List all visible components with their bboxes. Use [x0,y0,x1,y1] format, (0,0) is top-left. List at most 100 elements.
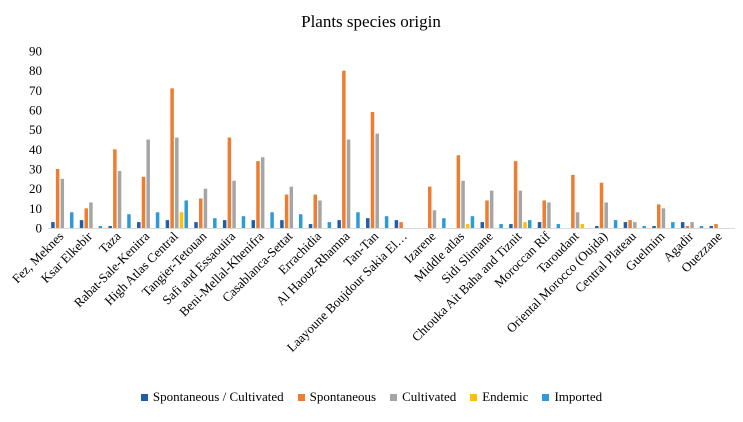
bar [509,224,513,228]
bar [399,222,403,228]
bar [241,216,246,228]
bar [260,157,265,228]
y-tick-label: 40 [29,142,42,157]
bar [284,194,289,228]
bar [613,220,618,228]
bar [69,212,74,228]
bar [442,218,446,228]
bar [499,224,503,228]
bar [366,218,370,228]
bar [356,212,360,228]
bar [117,170,122,228]
legend: Spontaneous / Cultivated Spontaneous Culti… [0,388,743,406]
bar [175,137,179,228]
bar [251,220,256,228]
bar [547,202,551,228]
bar [470,216,475,228]
bar [198,198,203,228]
bar [375,133,379,228]
bar [318,200,322,228]
bar [370,111,375,228]
bar [179,212,184,228]
bar [308,224,313,228]
legend-swatch [542,393,550,401]
bar [652,226,656,228]
bar [571,174,575,228]
bar [604,202,608,228]
bar [709,226,714,228]
legend-label: Spontaneous [309,389,377,404]
bar [89,202,93,228]
bar [346,139,351,228]
bar [280,220,284,228]
bar [671,222,675,228]
bar [518,190,523,228]
bar [137,222,141,228]
bar [580,224,585,228]
bar [203,188,208,228]
bar [213,218,217,228]
bar [466,224,470,228]
bar [661,208,666,228]
bar [575,212,580,228]
bar [127,214,131,228]
bar [337,220,341,228]
bar [427,186,432,228]
bar [98,226,103,228]
bar [384,216,389,228]
bar [141,176,146,228]
bar [461,180,465,228]
bar-series-group [51,70,718,229]
bar [513,161,518,228]
bar [685,226,690,228]
bar [84,208,88,228]
bar [146,139,150,228]
bar [270,212,274,228]
bar [628,220,632,228]
bar [170,88,174,228]
bar [480,222,485,228]
bar [623,222,628,228]
bar [313,194,317,228]
bar [55,169,60,228]
y-tick-label: 30 [29,162,42,177]
bar [342,70,346,229]
bar [714,224,718,228]
bar [690,222,694,228]
bar [184,200,188,228]
bar [222,220,227,228]
y-tick-label: 0 [36,221,43,236]
legend-item: Spontaneous / Cultivated [140,389,284,405]
bar [456,155,461,228]
bar [485,200,489,228]
bar [51,222,55,228]
bar [155,212,160,228]
bar [165,220,170,228]
legend-item: Endemic [470,389,528,405]
bar [556,224,561,228]
legend-item: Spontaneous [297,389,377,405]
legend-item: Imported [542,389,602,405]
bar [523,222,527,228]
legend-swatch [297,393,305,401]
bar [108,226,112,228]
bar [595,226,599,228]
y-tick-label: 10 [29,201,42,216]
bar [79,220,84,228]
bar [633,222,637,228]
y-tick-label: 60 [29,103,42,118]
bar [256,161,260,228]
legend-label: Cultivated [402,389,457,404]
bar [537,222,542,228]
y-tick-label: 90 [29,44,42,59]
bar [680,222,685,228]
legend-item: Cultivated [390,389,456,405]
chart-title: Plants species origin [301,12,441,31]
bar [227,137,232,228]
legend-label: Endemic [482,389,529,404]
bar [432,210,437,228]
bar [599,182,604,228]
y-axis: 0 10 20 30 40 50 60 70 80 90 [29,44,42,236]
bar [298,214,303,228]
